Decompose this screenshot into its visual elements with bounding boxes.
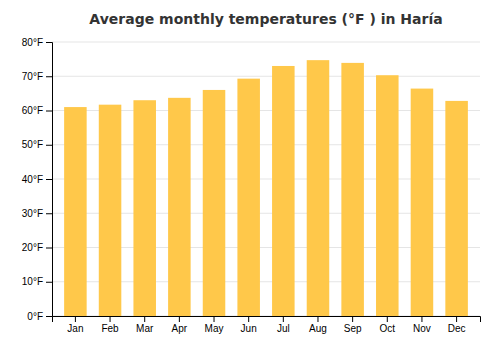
x-tick: Feb — [101, 316, 119, 334]
grid-line — [52, 76, 480, 77]
y-tick: 20°F — [22, 242, 52, 253]
tick-label: 40°F — [22, 174, 43, 185]
tick-label: Feb — [101, 323, 119, 334]
bar — [133, 100, 156, 316]
tick-mark — [46, 111, 52, 112]
tick-mark — [46, 282, 52, 283]
tick-label: 80°F — [22, 37, 43, 48]
x-tick: Dec — [448, 316, 466, 334]
y-tick: 80°F — [22, 37, 52, 48]
tick-mark — [248, 316, 249, 322]
x-tick: May — [205, 316, 224, 334]
tick-mark — [352, 316, 353, 322]
tick-label: May — [205, 323, 224, 334]
x-axis: Jan Feb Mar Apr May Jun Jul Aug Sep Oct Nov Dec — [53, 316, 481, 334]
y-tick: 50°F — [22, 139, 52, 150]
bar — [341, 63, 364, 316]
bar — [168, 98, 191, 316]
tick-label: 70°F — [22, 71, 43, 82]
chart-container: 0°F 10°F 20°F 30°F 40°F 50°F 60°F 70°F 80°F Jan Fe… — [0, 0, 500, 350]
x-tick: Apr — [172, 316, 188, 334]
tick-label: Aug — [309, 323, 327, 334]
x-tick: Mar — [136, 316, 154, 334]
bar — [203, 90, 226, 316]
bar — [411, 89, 434, 316]
tick-label: Oct — [380, 323, 396, 334]
tick-label: Jan — [67, 323, 83, 334]
tick-mark — [283, 316, 284, 322]
tick-mark — [46, 248, 52, 249]
bar — [64, 107, 87, 316]
tick-label: 60°F — [22, 105, 43, 116]
tick-mark — [46, 179, 52, 180]
bar — [376, 75, 399, 316]
tick-mark — [421, 316, 422, 322]
tick-label: 10°F — [22, 276, 43, 287]
tick-mark — [456, 316, 457, 322]
grid — [52, 42, 480, 316]
tick-label: Mar — [136, 323, 154, 334]
bar — [99, 105, 122, 316]
tick-mark — [179, 316, 180, 322]
tick-mark — [317, 316, 318, 322]
tick-mark — [46, 145, 52, 146]
tick-label: 50°F — [22, 139, 43, 150]
bar — [445, 101, 468, 316]
x-tick: Oct — [380, 316, 396, 334]
x-tick: Aug — [309, 316, 327, 334]
tick-label: 20°F — [22, 242, 43, 253]
y-tick: 30°F — [22, 208, 52, 219]
tick-label: 0°F — [27, 311, 43, 322]
plot-area — [64, 60, 468, 316]
tick-mark — [110, 316, 111, 322]
tick-label: Jun — [241, 323, 257, 334]
y-axis: 0°F 10°F 20°F 30°F 40°F 50°F 60°F 70°F 80°F — [22, 37, 53, 322]
y-tick: 70°F — [22, 71, 52, 82]
tick-label: 30°F — [22, 208, 43, 219]
tick-mark — [46, 76, 52, 77]
x-tick: Jun — [241, 316, 257, 334]
x-tick: Jan — [67, 316, 83, 334]
y-tick: 10°F — [22, 276, 52, 287]
axis-line — [46, 43, 53, 317]
x-tick: Sep — [344, 316, 362, 334]
tick-mark — [214, 316, 215, 322]
tick-label: Sep — [344, 323, 362, 334]
tick-label: Apr — [172, 323, 188, 334]
tick-label: Nov — [413, 323, 431, 334]
tick-mark — [144, 316, 145, 322]
x-tick: Nov — [413, 316, 431, 334]
bar — [272, 66, 295, 316]
chart-title: Average monthly temperatures (°F ) in Ha… — [89, 11, 442, 27]
tick-label: Dec — [448, 323, 466, 334]
tick-mark — [387, 316, 388, 322]
bar — [307, 60, 330, 316]
grid-line — [52, 42, 480, 43]
tick-mark — [75, 316, 76, 322]
tick-mark — [46, 316, 52, 317]
y-tick: 60°F — [22, 105, 52, 116]
bar — [237, 79, 260, 316]
y-tick: 40°F — [22, 174, 52, 185]
tick-label: Jul — [277, 323, 290, 334]
tick-mark — [46, 42, 52, 43]
y-tick: 0°F — [27, 311, 52, 322]
axis-line — [53, 317, 481, 323]
tick-mark — [46, 213, 52, 214]
chart-svg: 0°F 10°F 20°F 30°F 40°F 50°F 60°F 70°F 80°F Jan Fe… — [0, 0, 500, 350]
x-tick: Jul — [277, 316, 290, 334]
